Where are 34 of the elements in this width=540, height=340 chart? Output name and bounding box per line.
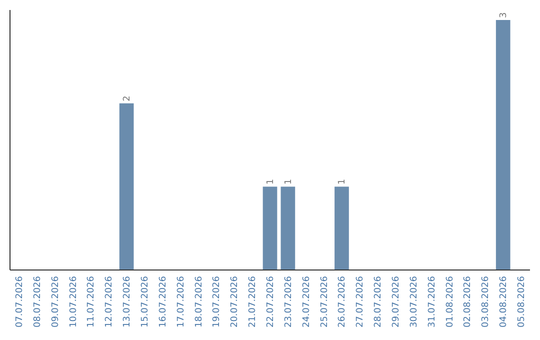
x-tick-label: 02.08.2026 [463,276,474,328]
x-tick-label: 08.07.2026 [32,276,43,328]
data-label: 1 [284,178,294,185]
data-label: 3 [499,12,510,18]
x-tick-label: 19.07.2026 [212,276,222,328]
x-tick-label: 27.07.2026 [356,276,366,328]
x-tick-label: 04.08.2026 [499,276,510,328]
data-label: 2 [122,96,133,102]
x-tick-label: 09.07.2026 [50,276,61,328]
x-tick-label: 21.07.2026 [248,276,258,328]
x-tick-label: 15.07.2026 [140,276,150,328]
x-tick-label: 26.07.2026 [338,276,348,328]
x-tick-label: 25.07.2026 [320,276,330,328]
x-tick-label: 24.07.2026 [302,276,312,328]
x-tick-label: 17.07.2026 [176,276,186,328]
x-tick-label: 22.07.2026 [266,276,276,328]
x-tick-label: 28.07.2026 [374,276,384,328]
x-tick-label: 01.08.2026 [445,276,456,328]
x-tick-label: 07.07.2026 [14,276,25,328]
x-tick-label: 13.07.2026 [122,276,133,328]
x-tick-label: 10.07.2026 [68,276,79,328]
x-tick-label: 30.07.2026 [409,276,420,328]
x-tick-label: 12.07.2026 [104,276,115,328]
x-tick-label: 11.07.2026 [86,276,97,328]
x-tick-label: 20.07.2026 [230,276,240,328]
data-label: 1 [266,178,276,185]
data-label: 1 [338,178,348,185]
x-tick-label: 31.07.2026 [427,276,438,328]
x-tick-label: 03.08.2026 [481,276,492,328]
x-tick-label: 05.08.2026 [517,276,528,328]
x-tick-label: 23.07.2026 [284,276,294,328]
x-tick-label: 16.07.2026 [158,276,168,328]
x-tick-label: 18.07.2026 [194,276,204,328]
x-tick-label: 29.07.2026 [392,276,402,328]
